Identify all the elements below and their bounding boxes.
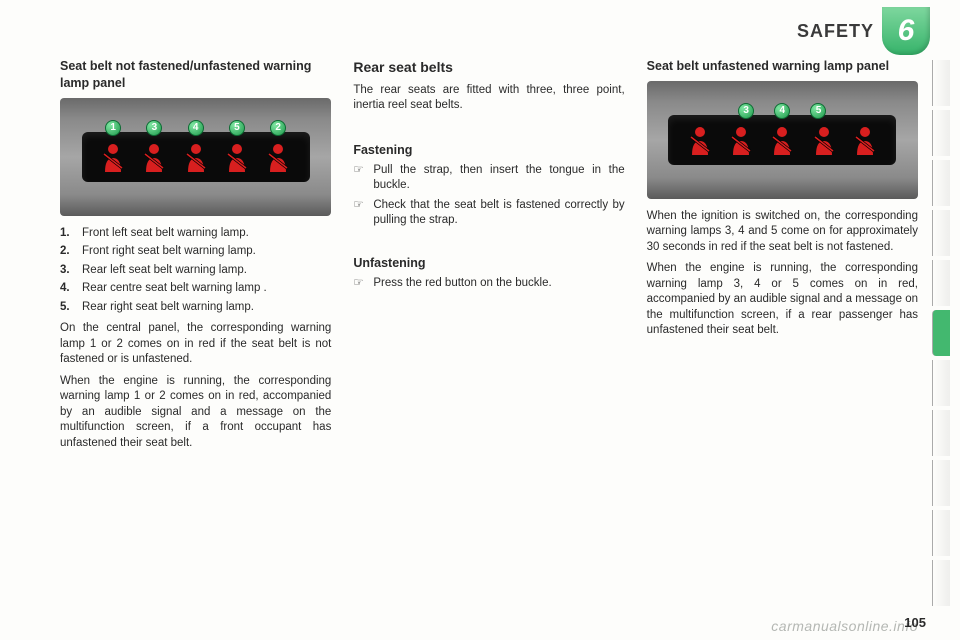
seatbelt-icon — [141, 142, 167, 174]
side-tab — [932, 260, 950, 306]
paragraph: When the engine is running, the correspo… — [60, 374, 331, 452]
seatbelt-icon — [224, 142, 250, 174]
seatbelt-icon — [100, 142, 126, 174]
content-columns: Seat belt not fastened/unfastened warnin… — [60, 58, 918, 610]
callout-4: 4 — [188, 120, 204, 136]
col1-title: Seat belt not fastened/unfastened warnin… — [60, 58, 331, 92]
side-tab — [932, 460, 950, 506]
seatbelt-icons — [93, 142, 299, 174]
callouts-row: 3 4 5 — [728, 103, 837, 119]
callout-1: 1 — [105, 120, 121, 136]
column-1: Seat belt not fastened/unfastened warnin… — [60, 58, 331, 610]
pointer-icon: ☞ — [353, 276, 373, 292]
side-tab — [932, 160, 950, 206]
page-number: 105 — [904, 615, 926, 630]
list-item: 2.Front right seat belt warning lamp. — [60, 244, 331, 260]
side-tab — [932, 360, 950, 406]
paragraph: On the central panel, the corresponding … — [60, 321, 331, 368]
side-tabs — [932, 60, 950, 610]
warning-lamp-panel-figure: 3 4 5 — [647, 81, 918, 199]
chapter-number: 6 — [898, 14, 915, 48]
warning-lamp-panel-figure: 1 3 4 5 2 — [60, 98, 331, 216]
side-tab-active — [932, 310, 950, 356]
callout-2: 2 — [270, 120, 286, 136]
section-label: SAFETY — [797, 21, 874, 42]
callout-5: 5 — [810, 103, 826, 119]
callout-3: 3 — [146, 120, 162, 136]
callout-5: 5 — [229, 120, 245, 136]
list-item: 4.Rear centre seat belt warning lamp . — [60, 281, 331, 297]
column-3: Seat belt unfastened warning lamp panel … — [647, 58, 918, 610]
bullet-item: ☞Pull the strap, then insert the tongue … — [353, 163, 624, 194]
callout-3: 3 — [738, 103, 754, 119]
manual-page: SAFETY 6 Seat belt not fastened/unfasten… — [0, 0, 960, 640]
seatbelt-icons — [679, 125, 885, 157]
side-tab — [932, 560, 950, 606]
column-2: Rear seat belts The rear seats are fitte… — [353, 58, 624, 610]
spacer — [353, 233, 624, 255]
seatbelt-icon — [769, 125, 795, 157]
paragraph: When the ignition is switched on, the co… — [647, 209, 918, 256]
seatbelt-icon — [811, 125, 837, 157]
page-header: SAFETY 6 — [60, 8, 930, 54]
callouts-row: 1 3 4 5 2 — [93, 120, 299, 136]
unfastening-head: Unfastening — [353, 255, 624, 272]
seatbelt-icon — [852, 125, 878, 157]
side-tab — [932, 110, 950, 156]
list-item: 3.Rear left seat belt warning lamp. — [60, 263, 331, 279]
chapter-badge: 6 — [882, 7, 930, 55]
seatbelt-icon — [183, 142, 209, 174]
col2-title: Rear seat belts — [353, 58, 624, 77]
pointer-icon: ☞ — [353, 198, 373, 229]
bullet-item: ☞Check that the seat belt is fastened co… — [353, 198, 624, 229]
side-tab — [932, 60, 950, 106]
bullet-item: ☞Press the red button on the buckle. — [353, 276, 624, 292]
callout-4: 4 — [774, 103, 790, 119]
watermark: carmanualsonline.info — [771, 618, 918, 634]
seatbelt-icon — [265, 142, 291, 174]
ordered-list: 1.Front left seat belt warning lamp. 2.F… — [60, 226, 331, 316]
seatbelt-icon — [728, 125, 754, 157]
side-tab — [932, 510, 950, 556]
side-tab — [932, 210, 950, 256]
col2-intro: The rear seats are fitted with three, th… — [353, 83, 624, 114]
list-item: 5.Rear right seat belt warning lamp. — [60, 300, 331, 316]
pointer-icon: ☞ — [353, 163, 373, 194]
fastening-head: Fastening — [353, 142, 624, 159]
side-tab — [932, 410, 950, 456]
paragraph: When the engine is running, the correspo… — [647, 261, 918, 339]
spacer — [353, 114, 624, 142]
col3-title: Seat belt unfastened warning lamp panel — [647, 58, 918, 75]
list-item: 1.Front left seat belt warning lamp. — [60, 226, 331, 242]
seatbelt-icon — [687, 125, 713, 157]
